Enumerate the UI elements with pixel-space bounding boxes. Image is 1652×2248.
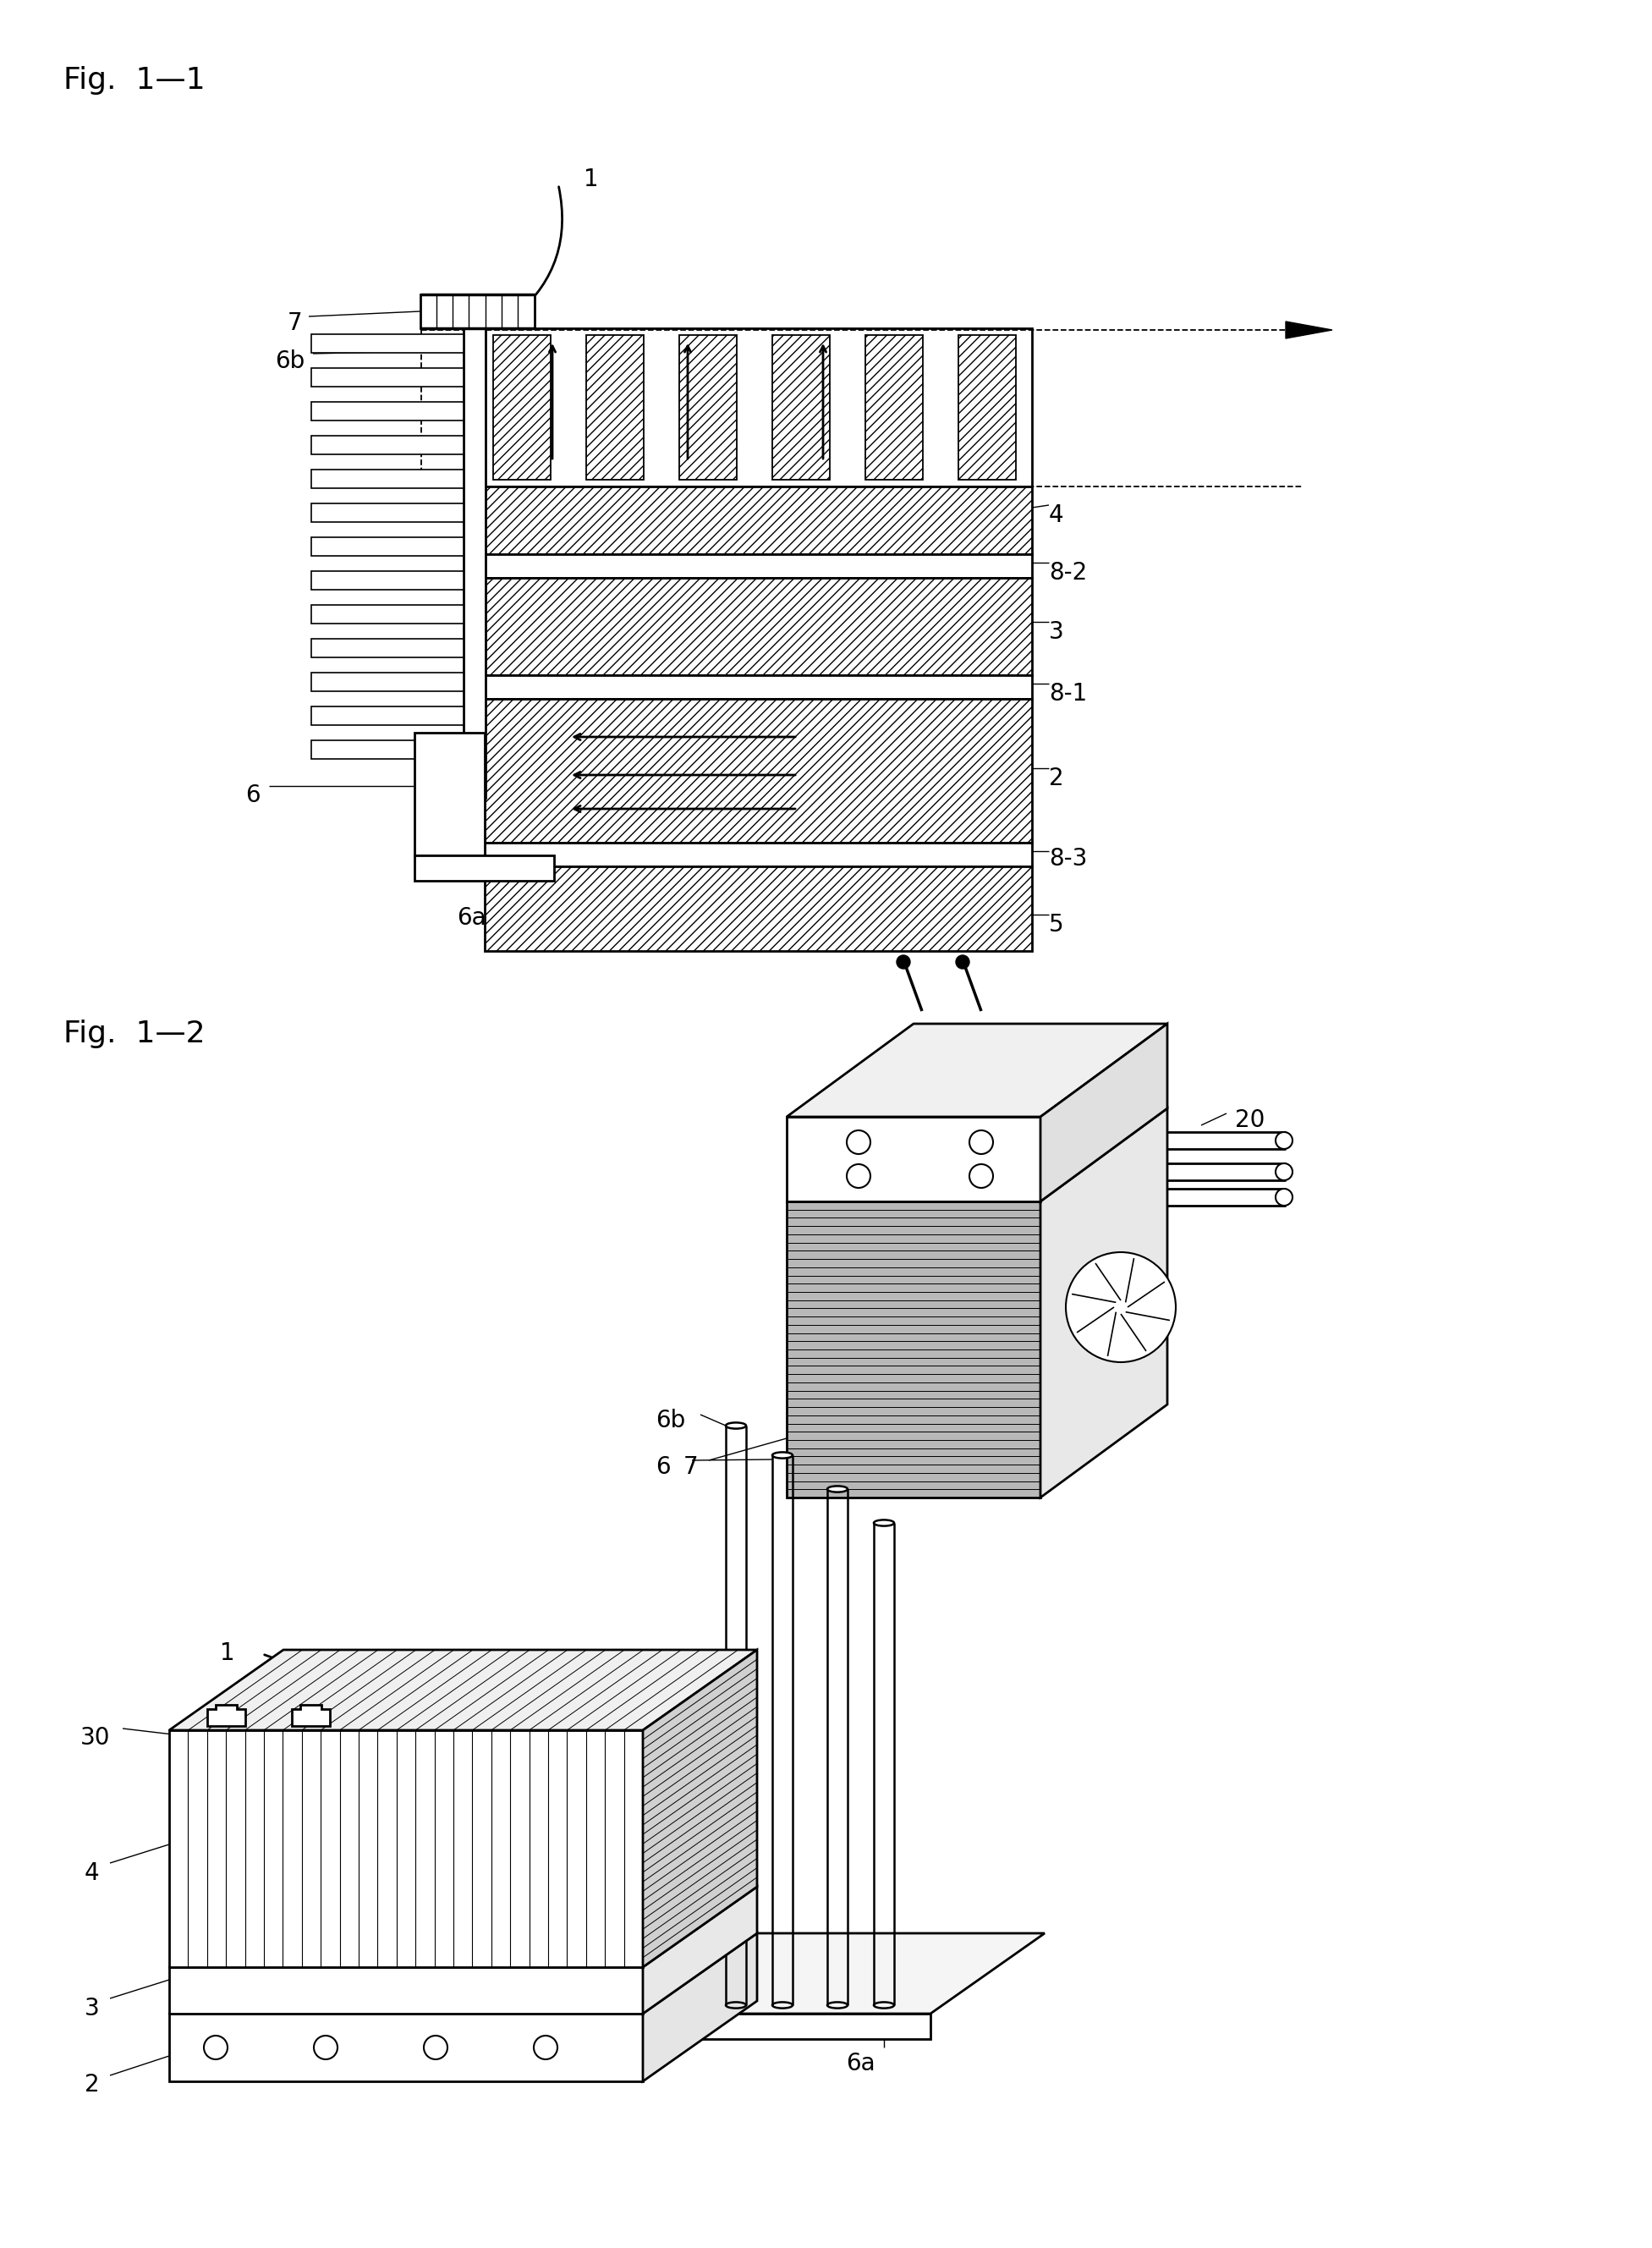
Polygon shape	[958, 335, 1016, 479]
Polygon shape	[292, 1704, 330, 1726]
Bar	[311, 504, 464, 522]
Text: 6a: 6a	[456, 906, 486, 931]
Bar	[484, 486, 1032, 555]
Polygon shape	[169, 1731, 643, 1967]
Polygon shape	[643, 1933, 757, 2082]
Polygon shape	[786, 1117, 1041, 1200]
Polygon shape	[169, 1933, 757, 2014]
Ellipse shape	[771, 1452, 793, 1459]
Bar	[311, 470, 464, 488]
Polygon shape	[494, 335, 550, 479]
Polygon shape	[206, 1704, 244, 1726]
Bar	[484, 578, 1032, 674]
Text: Fig.  1—2: Fig. 1—2	[63, 1021, 205, 1048]
Bar	[484, 555, 1032, 578]
Text: 6b: 6b	[274, 348, 304, 373]
Polygon shape	[786, 1108, 1168, 1200]
Polygon shape	[679, 335, 737, 479]
Circle shape	[957, 955, 970, 969]
Polygon shape	[866, 335, 923, 479]
Bar	[484, 328, 1032, 486]
Text: 8-3: 8-3	[1049, 847, 1087, 870]
Polygon shape	[169, 1650, 757, 1731]
Polygon shape	[643, 1886, 757, 2014]
Bar	[311, 571, 464, 589]
Text: 6a: 6a	[846, 2052, 876, 2075]
Text: 8-1: 8-1	[1049, 681, 1087, 706]
Bar	[311, 335, 464, 353]
Polygon shape	[169, 1967, 643, 2014]
Text: 8-2: 8-2	[1049, 562, 1087, 584]
Text: 7: 7	[684, 1454, 699, 1479]
Circle shape	[1066, 1252, 1176, 1362]
Polygon shape	[1041, 1108, 1168, 1497]
Text: 6: 6	[244, 785, 261, 807]
Bar	[311, 605, 464, 623]
Text: 7: 7	[287, 312, 302, 335]
Circle shape	[1275, 1189, 1292, 1205]
Polygon shape	[643, 2014, 930, 2039]
Bar	[311, 537, 464, 555]
Polygon shape	[771, 335, 829, 479]
Polygon shape	[643, 1933, 1044, 2014]
Bar	[484, 843, 1032, 865]
Text: 2: 2	[84, 2073, 99, 2097]
Circle shape	[897, 955, 910, 969]
Ellipse shape	[828, 1486, 847, 1493]
Bar	[311, 402, 464, 420]
Text: 1: 1	[220, 1641, 235, 1666]
Polygon shape	[643, 1650, 757, 1967]
Bar	[311, 638, 464, 656]
Ellipse shape	[874, 1520, 894, 1526]
Text: 6: 6	[656, 1454, 671, 1479]
Text: 2: 2	[1049, 767, 1064, 791]
Polygon shape	[1285, 321, 1332, 339]
Text: 4: 4	[84, 1861, 99, 1886]
Polygon shape	[169, 2014, 643, 2082]
Text: 3: 3	[84, 1996, 99, 2021]
Bar	[311, 436, 464, 454]
Text: Fig.  1—1: Fig. 1—1	[63, 65, 205, 94]
Text: 1: 1	[583, 169, 598, 191]
Text: 3: 3	[1049, 620, 1064, 643]
Text: 20: 20	[1236, 1108, 1265, 1133]
Bar	[420, 294, 535, 328]
Circle shape	[1275, 1133, 1292, 1149]
Text: 5: 5	[1049, 913, 1064, 937]
Bar	[311, 672, 464, 690]
Bar	[484, 674, 1032, 699]
Polygon shape	[1041, 1023, 1168, 1200]
Circle shape	[1275, 1164, 1292, 1180]
Polygon shape	[786, 1200, 1041, 1497]
Text: 30: 30	[81, 1726, 111, 1749]
Bar	[484, 699, 1032, 843]
Text: 4: 4	[1049, 504, 1064, 526]
Bar	[415, 856, 553, 881]
Ellipse shape	[725, 1423, 747, 1430]
Polygon shape	[786, 1023, 1168, 1117]
Bar	[415, 733, 484, 856]
Text: 6b: 6b	[656, 1409, 686, 1432]
Bar	[311, 706, 464, 726]
Bar	[311, 369, 464, 387]
Bar	[464, 328, 486, 798]
Polygon shape	[169, 1886, 757, 1967]
Bar	[311, 740, 464, 760]
Bar	[484, 865, 1032, 951]
Polygon shape	[586, 335, 644, 479]
